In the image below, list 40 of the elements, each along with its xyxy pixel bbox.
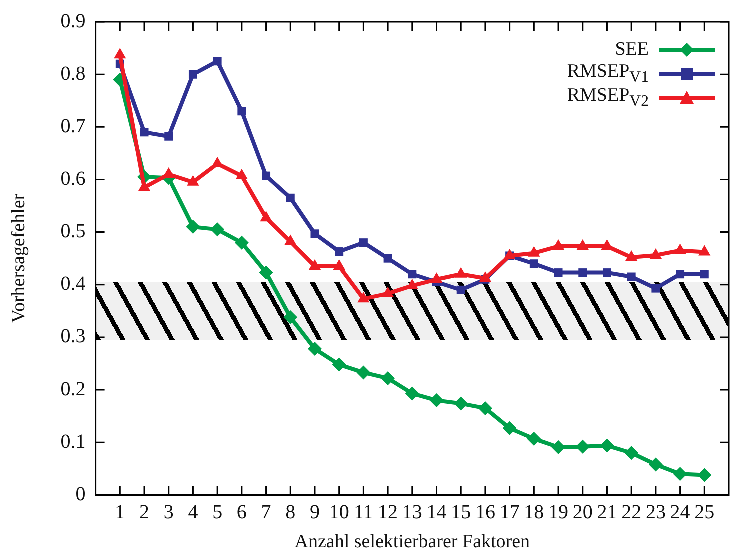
x-tick-label: 5 [212, 501, 223, 524]
x-tick-label: 7 [261, 501, 272, 524]
y-tick-label: 0.8 [60, 62, 86, 85]
y-tick-label: 0.6 [60, 168, 86, 190]
x-tick-label: 23 [646, 501, 666, 524]
x-tick-label: 3 [164, 501, 174, 524]
y-tick-label: 0.5 [60, 220, 86, 243]
y-tick-label: 0.9 [60, 10, 86, 32]
y-tick-label: 0.4 [60, 273, 86, 296]
y-tick-label: 0.2 [60, 378, 86, 400]
legend-label: RMSEP$_{V2}$ [567, 85, 649, 111]
x-tick-label: 20 [572, 501, 593, 524]
y-tick-label: 0.7 [60, 115, 86, 138]
x-tick-label: 25 [694, 501, 715, 524]
x-tick-label: 14 [426, 501, 447, 524]
x-axis-title: Anzahl selektierbarer Faktoren [294, 532, 531, 553]
y-tick-label: 0 [76, 483, 86, 506]
x-tick-label: 10 [329, 501, 350, 524]
x-tick-label: 21 [597, 501, 618, 524]
x-tick-label: 16 [475, 501, 496, 524]
legend-label: RMSEP$_{V1}$ [567, 61, 649, 87]
x-tick-label: 6 [236, 501, 247, 524]
x-tick-label: 4 [188, 501, 198, 524]
y-tick-label: 0.1 [60, 430, 86, 453]
y-tick-label: 0.3 [60, 326, 86, 348]
x-tick-label: 11 [354, 501, 374, 524]
x-tick-label: 15 [451, 501, 472, 524]
x-tick-label: 12 [378, 501, 398, 524]
x-tick-label: 17 [500, 501, 520, 524]
x-tick-label: 24 [670, 501, 690, 524]
x-tick-label: 13 [402, 501, 422, 524]
x-tick-label: 1 [115, 501, 126, 524]
x-tick-label: 2 [140, 501, 150, 524]
x-tick-label: 22 [622, 501, 642, 524]
x-tick-label: 8 [286, 501, 296, 524]
y-axis-title: Vorhersagefehler [8, 193, 30, 324]
x-tick-label: 19 [548, 501, 569, 524]
x-tick-label: 9 [310, 501, 320, 524]
x-tick-label: 18 [524, 501, 544, 524]
legend-label: SEE [615, 39, 649, 61]
